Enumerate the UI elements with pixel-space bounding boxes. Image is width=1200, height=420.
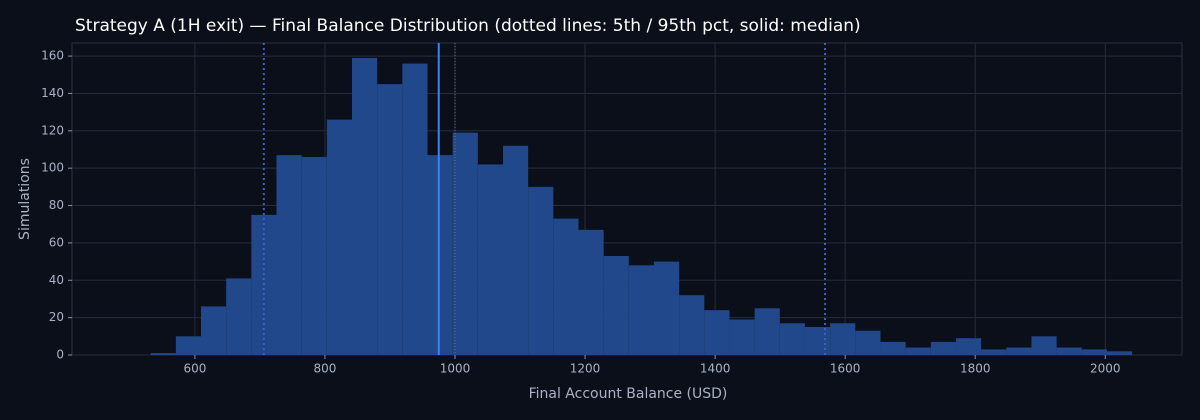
bar	[352, 57, 378, 355]
bar	[502, 145, 529, 355]
bar	[1081, 349, 1107, 355]
x-tick-label: 1200	[570, 362, 601, 376]
bar	[477, 164, 503, 355]
bar	[452, 132, 478, 355]
bar	[377, 84, 403, 355]
y-tick-label: 100	[41, 161, 64, 175]
bar	[981, 349, 1007, 355]
x-tick-label: 1800	[960, 362, 991, 376]
bar	[528, 186, 554, 355]
bar	[1006, 347, 1032, 355]
bar	[150, 353, 176, 355]
x-tick-label: 2000	[1090, 362, 1121, 376]
y-tick-label: 80	[49, 198, 64, 212]
bar	[226, 278, 252, 355]
y-tick-label: 40	[49, 273, 64, 287]
bar	[1056, 347, 1082, 355]
bar	[276, 155, 302, 355]
y-tick-label: 160	[41, 49, 64, 63]
bar	[880, 341, 906, 355]
bar	[1106, 351, 1133, 355]
y-tick-label: 140	[41, 86, 64, 100]
y-tick-label: 60	[49, 235, 64, 249]
y-tick-label: 20	[49, 310, 64, 324]
bar	[201, 306, 227, 355]
bar	[830, 323, 856, 355]
bar	[855, 330, 881, 355]
x-tick-label: 1400	[700, 362, 731, 376]
bar	[930, 341, 956, 355]
bar	[653, 261, 680, 355]
bar	[578, 229, 604, 355]
x-axis-label: Final Account Balance (USD)	[529, 386, 728, 402]
bar	[754, 308, 780, 355]
x-tick-label: 1600	[830, 362, 861, 376]
x-tick-label: 1000	[440, 362, 471, 376]
bar	[679, 295, 705, 355]
bar	[427, 155, 453, 355]
bar	[553, 218, 579, 355]
bar	[955, 338, 982, 355]
chart-title: Strategy A (1H exit) — Final Balance Dis…	[75, 16, 861, 36]
bar	[804, 326, 831, 355]
bar	[1031, 336, 1057, 355]
x-tick-label: 800	[313, 362, 336, 376]
bar	[175, 336, 202, 355]
x-tick-label: 600	[183, 362, 206, 376]
bar	[402, 63, 428, 355]
y-tick-label: 120	[41, 123, 64, 137]
bar	[301, 156, 327, 355]
bar	[779, 323, 805, 355]
bar	[603, 255, 629, 355]
y-axis-label: Simulations	[17, 158, 33, 240]
bar	[326, 119, 353, 355]
bar	[628, 265, 654, 355]
bar	[905, 347, 931, 355]
bar	[729, 319, 755, 355]
bar	[704, 310, 730, 355]
y-tick-label: 0	[56, 348, 64, 362]
